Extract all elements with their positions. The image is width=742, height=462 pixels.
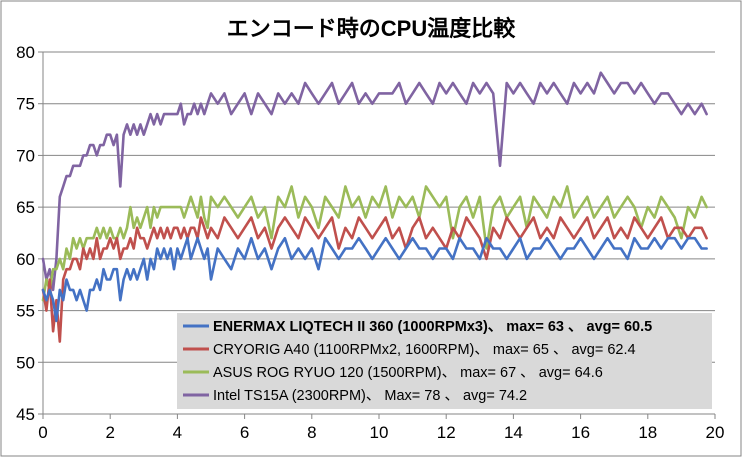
x-tick-label: 12 <box>437 423 456 442</box>
legend-label: ENERMAX LIQTECH II 360 (1000RPMx3)、 max=… <box>213 319 652 335</box>
y-tick-label: 50 <box>16 353 35 372</box>
y-tick-label: 80 <box>16 43 35 62</box>
y-tick-label: 60 <box>16 250 35 269</box>
x-tick-label: 2 <box>105 423 114 442</box>
x-tick-label: 16 <box>571 423 590 442</box>
y-tick-label: 55 <box>16 302 35 321</box>
series-line-4 <box>41 71 708 292</box>
chart-title: エンコード時のCPU温度比較 <box>227 16 516 41</box>
x-tick-label: 4 <box>173 423 182 442</box>
legend-box <box>177 313 712 409</box>
y-tick-label: 75 <box>16 95 35 114</box>
x-tick-label: 18 <box>638 423 657 442</box>
x-tick-label: 14 <box>504 423 523 442</box>
axes: 45 50 55 60 65 70 75 80 0 2 4 6 8 10 12 14 16 18 20 <box>16 43 724 442</box>
x-tick-label: 0 <box>38 423 47 442</box>
series-lines <box>41 71 708 343</box>
x-tick-label: 6 <box>240 423 249 442</box>
x-tick-label: 8 <box>307 423 316 442</box>
legend-label: Intel TS15A (2300RPM)、 Max= 78 、 avg= 74… <box>213 388 527 404</box>
series-line-1 <box>41 236 708 323</box>
y-tick-label: 45 <box>16 405 35 424</box>
x-tick-label: 10 <box>370 423 389 442</box>
series-line-3 <box>41 185 708 302</box>
series-line-2 <box>41 216 708 343</box>
legend: ENERMAX LIQTECH II 360 (1000RPMx3)、 max=… <box>177 313 712 409</box>
y-tick-label: 70 <box>16 146 35 165</box>
x-tick-label: 20 <box>706 423 725 442</box>
legend-label: ASUS ROG RYUO 120 (1500RPM)、 max= 67 、 a… <box>213 365 603 381</box>
legend-label: CRYORIG A40 (1100RPMx2, 1600RPM)、 max= 6… <box>213 342 636 358</box>
y-tick-label: 65 <box>16 198 35 217</box>
